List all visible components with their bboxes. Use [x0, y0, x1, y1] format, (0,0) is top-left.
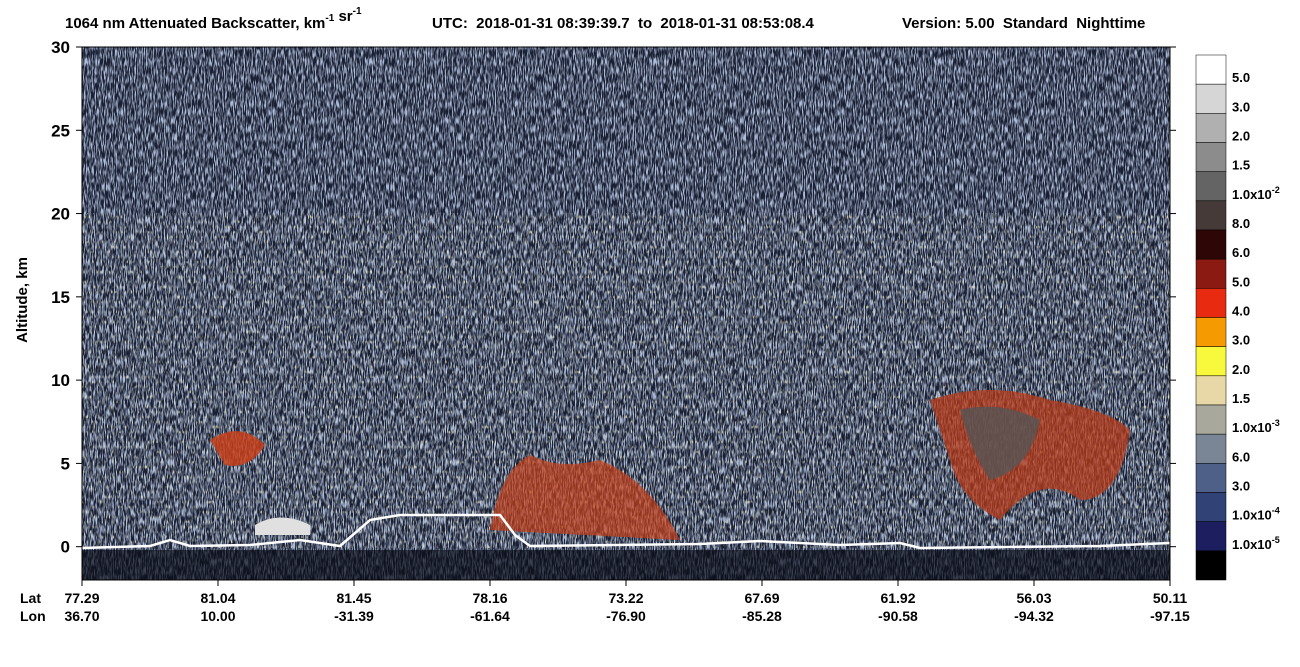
title-superscript: -1: [353, 6, 362, 17]
colorbar-swatch: [1195, 433, 1227, 464]
x-tick-label: 36.70: [64, 608, 99, 624]
colorbar-label-exponent: -2: [1272, 185, 1280, 195]
x-tick-label: -31.39: [334, 608, 374, 624]
colorbar-swatch: [1195, 288, 1227, 318]
colorbar-swatch: [1195, 492, 1227, 522]
colorbar-label: 1.0x10-3: [1232, 418, 1280, 435]
x-tick-label: -94.32: [1014, 608, 1054, 624]
colorbar-swatch: [1195, 200, 1227, 231]
colorbar-label-text: 3.0: [1232, 333, 1250, 348]
colorbar-label-exponent: -4: [1272, 506, 1280, 516]
x-row-label: Lat: [20, 590, 41, 606]
x-tick-label: -85.28: [742, 608, 782, 624]
x-tick-label: 56.03: [1016, 590, 1051, 606]
x-tick-label: -61.64: [470, 608, 510, 624]
colorbar-label-exponent: -3: [1272, 418, 1280, 428]
x-tick-label: 61.92: [880, 590, 915, 606]
y-tick-label: 20: [51, 205, 70, 224]
x-tick-label: 73.22: [608, 590, 643, 606]
y-tick-label: 10: [51, 371, 70, 390]
colorbar-swatch: [1195, 550, 1227, 581]
y-tick-label: 25: [51, 121, 70, 140]
x-tick-label: 81.04: [200, 590, 235, 606]
colorbar-swatch: [1195, 346, 1227, 377]
colorbar-swatch: [1195, 521, 1227, 552]
x-tick-label: -90.58: [878, 608, 918, 624]
colorbar-swatch: [1195, 463, 1227, 493]
colorbar-swatch: [1195, 142, 1227, 172]
colorbar-label-text: 1.0x10: [1232, 420, 1272, 435]
colorbar-swatch: [1195, 113, 1227, 143]
title-text: 1064 nm Attenuated Backscatter, km: [65, 15, 325, 32]
colorbar-label-text: 5.0: [1232, 274, 1250, 289]
utc-range: UTC: 2018-01-31 08:39:39.7 to 2018-01-31…: [432, 15, 815, 32]
colorbar-label-text: 3.0: [1232, 479, 1250, 494]
colorbar-label: 3.0: [1232, 479, 1250, 494]
colorbar-label: 5.0: [1232, 274, 1250, 289]
colorbar-label-exponent: -5: [1272, 535, 1280, 545]
colorbar-label-text: 8.0: [1232, 216, 1250, 231]
colorbar-swatch: [1195, 404, 1227, 435]
colorbar-label: 1.5: [1232, 158, 1250, 173]
x-tick-label: 50.11: [1153, 590, 1187, 606]
x-tick-label: 10.00: [200, 608, 235, 624]
title-text: sr: [334, 8, 353, 25]
x-tick-label: 77.29: [64, 590, 99, 606]
colorbar-label-text: 3.0: [1232, 99, 1250, 114]
colorbar-label-text: 6.0: [1232, 245, 1250, 260]
colorbar-swatch: [1195, 375, 1227, 406]
colorbar-label-text: 2.0: [1232, 362, 1250, 377]
colorbar-label: 6.0: [1232, 245, 1250, 260]
colorbar-label-text: 2.0: [1232, 129, 1250, 144]
y-axis-label: Altitude, km: [14, 257, 31, 343]
x-tick-label: 67.69: [744, 590, 779, 606]
y-tick-label: 5: [61, 454, 70, 473]
colorbar-swatch: [1195, 54, 1227, 85]
colorbar-swatch: [1195, 317, 1227, 347]
version: Version: 5.00 Standard Nighttime: [902, 15, 1145, 32]
x-tick-label: -76.90: [606, 608, 646, 624]
colorbar-label-text: 1.0x10: [1232, 508, 1272, 523]
chart-title: 1064 nm Attenuated Backscatter, km-1 sr-…: [65, 6, 362, 32]
colorbar-label-text: 1.0x10: [1232, 537, 1272, 552]
colorbar-label-text: 1.5: [1232, 158, 1250, 173]
y-tick-label: 30: [51, 38, 70, 57]
colorbar-label: 2.0: [1232, 362, 1250, 377]
x-tick-label: -97.15: [1150, 608, 1190, 624]
colorbar-label: 1.0x10-2: [1232, 185, 1280, 202]
title-superscript: -1: [325, 13, 334, 24]
x-tick-label: 78.16: [472, 590, 507, 606]
colorbar-label-text: 1.0x10: [1232, 187, 1272, 202]
colorbar-label: 3.0: [1232, 333, 1250, 348]
y-tick-label: 0: [61, 538, 70, 557]
y-tick-label: 15: [51, 288, 70, 307]
colorbar-label: 1.5: [1232, 391, 1250, 406]
colorbar-label-text: 1.5: [1232, 391, 1250, 406]
colorbar-label: 1.0x10-5: [1232, 535, 1280, 552]
colorbar-swatch: [1195, 83, 1227, 114]
backscatter-image: [82, 47, 1170, 580]
colorbar-label: 4.0: [1232, 304, 1250, 319]
colorbar-label-text: 5.0: [1232, 70, 1250, 85]
colorbar-label-text: 4.0: [1232, 304, 1250, 319]
x-tick-label: 81.45: [336, 590, 371, 606]
colorbar-label-text: 6.0: [1232, 449, 1250, 464]
colorbar-label: 6.0: [1232, 449, 1250, 464]
colorbar-swatch: [1195, 171, 1227, 202]
colorbar-label: 3.0: [1232, 99, 1250, 114]
colorbar-label: 8.0: [1232, 216, 1250, 231]
colorbar-label: 2.0: [1232, 129, 1250, 144]
colorbar-swatch: [1195, 258, 1227, 289]
colorbar-swatch: [1195, 229, 1227, 260]
colorbar-label: 5.0: [1232, 70, 1250, 85]
colorbar-label: 1.0x10-4: [1232, 506, 1280, 523]
x-row-label: Lon: [20, 608, 46, 624]
